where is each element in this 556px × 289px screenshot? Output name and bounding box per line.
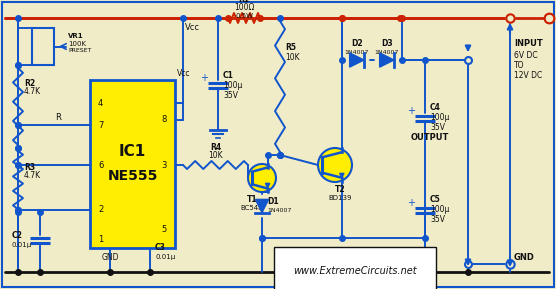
Text: 8: 8 xyxy=(162,116,167,125)
Text: IC1: IC1 xyxy=(119,144,146,160)
Text: NE555: NE555 xyxy=(107,169,158,183)
Text: 10K: 10K xyxy=(208,151,223,160)
Text: C1: C1 xyxy=(223,71,234,79)
Text: 1N4007: 1N4007 xyxy=(375,49,399,55)
Text: 2: 2 xyxy=(98,205,103,214)
Text: Vcc: Vcc xyxy=(185,23,200,32)
Text: +: + xyxy=(407,106,415,116)
Polygon shape xyxy=(380,53,394,67)
Text: 6: 6 xyxy=(98,160,103,170)
Text: OUTPUT: OUTPUT xyxy=(411,134,449,142)
Text: 100µ: 100µ xyxy=(223,81,242,90)
Text: T2: T2 xyxy=(335,186,345,194)
Text: 0.01µ: 0.01µ xyxy=(12,242,32,248)
Polygon shape xyxy=(350,53,364,67)
Text: BD139: BD139 xyxy=(328,195,352,201)
Text: D2: D2 xyxy=(351,40,363,49)
Text: T1: T1 xyxy=(247,195,257,205)
Text: R: R xyxy=(55,112,61,121)
Text: D3: D3 xyxy=(381,40,393,49)
Bar xyxy=(32,28,54,65)
Text: C4: C4 xyxy=(430,103,441,112)
Text: R3: R3 xyxy=(24,164,35,173)
Text: 0.5W: 0.5W xyxy=(235,13,253,19)
Text: GND: GND xyxy=(102,253,120,262)
Text: R5: R5 xyxy=(285,44,296,53)
Text: PRESET: PRESET xyxy=(68,49,91,53)
Text: +: + xyxy=(200,73,208,83)
Text: 1N4007: 1N4007 xyxy=(267,208,291,214)
Text: 12V DC: 12V DC xyxy=(514,71,542,79)
Text: 4.7K: 4.7K xyxy=(24,171,41,181)
FancyBboxPatch shape xyxy=(2,2,554,287)
Text: 1: 1 xyxy=(98,236,103,244)
Text: Vcc: Vcc xyxy=(177,69,191,79)
Text: 3: 3 xyxy=(162,160,167,170)
Polygon shape xyxy=(255,199,269,213)
Text: 35V: 35V xyxy=(430,216,445,225)
Text: VR1: VR1 xyxy=(68,33,83,39)
Text: 7: 7 xyxy=(98,121,103,129)
Text: 35V: 35V xyxy=(430,123,445,132)
Text: GND: GND xyxy=(514,253,535,262)
Text: www.ExtremeCircuits.net: www.ExtremeCircuits.net xyxy=(293,266,417,276)
Text: 1N4007: 1N4007 xyxy=(345,49,369,55)
Text: 0.01µ: 0.01µ xyxy=(155,254,175,260)
Text: BC548: BC548 xyxy=(241,205,264,211)
Text: +: + xyxy=(407,198,415,208)
Text: 5: 5 xyxy=(162,225,167,234)
Text: 4.7K: 4.7K xyxy=(24,86,41,95)
Text: 6V DC: 6V DC xyxy=(514,51,538,60)
Text: TO: TO xyxy=(514,60,524,69)
Text: C2: C2 xyxy=(12,231,23,240)
Text: R1: R1 xyxy=(239,0,250,5)
Text: 100K: 100K xyxy=(68,41,86,47)
Text: R4: R4 xyxy=(210,142,221,151)
Text: R2: R2 xyxy=(24,79,35,88)
Text: 10K: 10K xyxy=(285,53,300,62)
Text: 4: 4 xyxy=(98,99,103,108)
Text: 35V: 35V xyxy=(223,90,238,99)
Text: D1: D1 xyxy=(267,197,279,205)
Circle shape xyxy=(248,164,276,192)
Circle shape xyxy=(318,148,352,182)
Text: C5: C5 xyxy=(430,195,441,205)
Text: C3: C3 xyxy=(155,242,166,251)
Text: INPUT: INPUT xyxy=(514,38,543,47)
Text: 100µ: 100µ xyxy=(430,205,449,214)
Bar xyxy=(90,80,175,248)
Text: 100Ω: 100Ω xyxy=(234,3,254,12)
Text: 100µ: 100µ xyxy=(430,114,449,123)
